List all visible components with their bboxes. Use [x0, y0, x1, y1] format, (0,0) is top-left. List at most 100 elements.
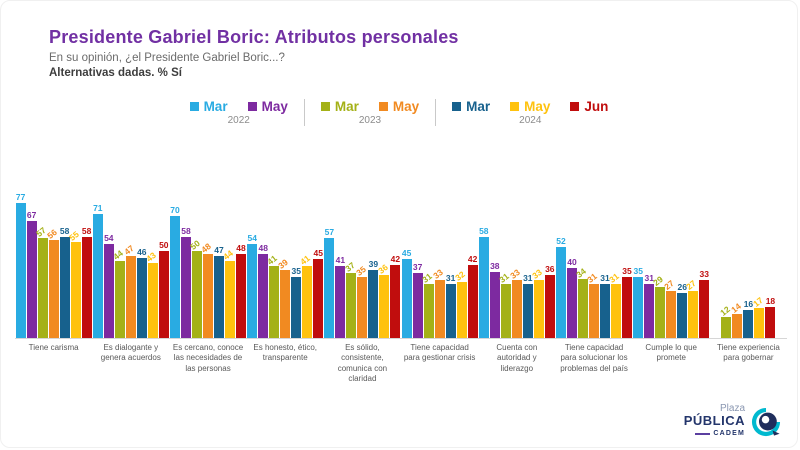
- bar-column: 57: [34, 225, 48, 338]
- bar-column: 31: [497, 271, 511, 338]
- bar-group: 57 41 37 35 39 36 42: [324, 228, 401, 338]
- bar-column: 41: [335, 255, 346, 338]
- bar-value-label: 37: [412, 262, 423, 273]
- category-label: Es dialogante y genera acuerdos: [100, 343, 161, 363]
- logo-cadem-label: CADEM: [684, 429, 745, 439]
- bar-value-label: 42: [467, 253, 478, 264]
- page-title: Presidente Gabriel Boric: Atributos pers…: [49, 27, 459, 47]
- bar-column: 71: [92, 203, 103, 338]
- cadem-logo: Plaza PÚBLICA CADEM: [684, 404, 781, 439]
- bar-column: 31: [445, 272, 456, 338]
- bar: [291, 276, 302, 338]
- bar-column: 37: [343, 260, 357, 338]
- bar: [743, 310, 754, 338]
- category-label: Tiene experiencia para gobernar: [717, 343, 780, 363]
- bar-column: 47: [122, 243, 136, 338]
- bar: [401, 259, 412, 338]
- bar: [81, 236, 92, 338]
- bar-column: 48: [236, 244, 246, 338]
- bar-column: 44: [111, 248, 125, 338]
- bar-value-label: 27: [662, 277, 677, 292]
- category-label: Tiene carisma: [28, 343, 79, 352]
- legend-swatch: [570, 102, 580, 111]
- bar-column: 31: [600, 273, 611, 338]
- legend-label: May: [524, 99, 551, 114]
- bar-value-label: 41: [335, 255, 346, 266]
- bar-column: 58: [59, 225, 70, 338]
- bar-value-label: 35: [353, 263, 368, 278]
- bar-value-label: 54: [104, 232, 114, 243]
- chart-legend: Mar May 2022 Mar May 2023 Mar May Jun 2024: [1, 99, 797, 126]
- bar: [633, 276, 644, 338]
- bar-column: 58: [478, 225, 489, 338]
- bar: [70, 241, 81, 338]
- bar-value-label: 48: [258, 243, 268, 253]
- bar: [511, 280, 522, 338]
- bar: [434, 280, 445, 338]
- bar-value-label: 31: [607, 270, 622, 285]
- bar: [622, 276, 633, 338]
- bar-value-label: 58: [479, 225, 489, 236]
- bar-value-label: 36: [545, 264, 555, 274]
- bar-value-label: 58: [181, 225, 191, 236]
- bar-column: 35: [633, 266, 644, 338]
- bar-value-label: 39: [276, 256, 291, 271]
- bar-value-label: 31: [644, 272, 654, 283]
- bar-value-label: 54: [247, 232, 257, 243]
- bar-value-label: 57: [324, 227, 335, 238]
- logo-divider-line: [695, 433, 711, 436]
- category-axis: Tiene carisma Es dialogante y genera acue…: [15, 343, 787, 385]
- bar-value-label: 42: [390, 253, 401, 264]
- bar-value-label: 39: [368, 258, 379, 269]
- category-label: Es honesto, ético, transparente: [253, 343, 317, 363]
- bar-group: 12 14 16 17 18: [710, 295, 787, 338]
- category-label: Tiene capacidad para gestionar crisis: [403, 343, 476, 363]
- bar-value-label: 40: [567, 257, 577, 267]
- bar-value-label: 17: [750, 295, 765, 310]
- bar-value-label: 31: [523, 272, 533, 283]
- bar: [754, 308, 765, 338]
- bar: [732, 313, 743, 338]
- bar-value-label: 52: [556, 236, 566, 246]
- bar: [412, 273, 423, 338]
- bar-value-label: 58: [59, 225, 70, 236]
- bar: [368, 269, 379, 338]
- bar-value-label: 31: [445, 272, 456, 283]
- bar: [203, 254, 213, 338]
- bar-value-label: 18: [765, 295, 776, 306]
- bar: [522, 283, 533, 338]
- bar-column: 29: [652, 274, 665, 338]
- bar: [37, 238, 48, 338]
- logo-plaza-label: Plaza: [719, 403, 745, 415]
- bar-value-label: 56: [45, 227, 59, 241]
- bar: [335, 266, 346, 338]
- bar-group: 52 40 34 31 31 31 35: [555, 236, 633, 338]
- legend-label: Mar: [466, 99, 491, 114]
- bar-column: 42: [390, 253, 401, 338]
- legend-item: May: [510, 99, 550, 114]
- category-label: Tiene capacidad para solucionar los prob…: [560, 343, 628, 373]
- bar: [567, 268, 578, 338]
- bar-column: 39: [368, 258, 379, 338]
- bar: [302, 266, 313, 338]
- bar-value-label: 32: [453, 269, 467, 283]
- bar: [544, 275, 555, 338]
- bar-column: 50: [158, 240, 169, 338]
- bar-value-label: 33: [508, 267, 522, 282]
- category-label: Cumple lo que promete: [645, 343, 698, 363]
- legend-label: Mar: [334, 99, 359, 114]
- bar-group: 77 67 57 56 58 55 58: [15, 193, 92, 338]
- bar: [644, 283, 655, 338]
- bar-value-label: 43: [144, 249, 158, 264]
- bar-column: 48: [258, 243, 269, 338]
- bar: [589, 283, 600, 338]
- bar: [48, 240, 59, 338]
- legend-swatch: [510, 102, 520, 111]
- bar: [26, 220, 37, 338]
- bar: [578, 278, 589, 338]
- bar: [247, 243, 258, 338]
- bar-column: 33: [431, 267, 445, 338]
- chart-note: Alternativas dadas. % Sí: [49, 67, 182, 79]
- bar: [170, 215, 180, 338]
